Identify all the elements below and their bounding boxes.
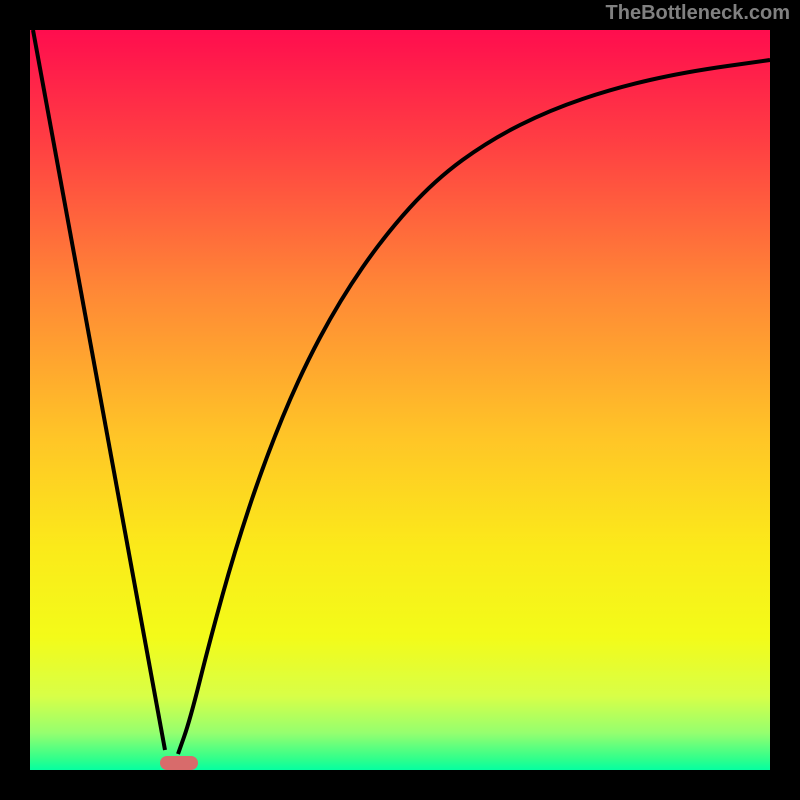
chart-container: { "watermark": { "text": "TheBottleneck.… <box>0 0 800 800</box>
chart-svg <box>0 0 800 800</box>
bottleneck-marker <box>160 756 198 770</box>
plot-area <box>30 30 770 770</box>
watermark-text: TheBottleneck.com <box>606 2 790 25</box>
